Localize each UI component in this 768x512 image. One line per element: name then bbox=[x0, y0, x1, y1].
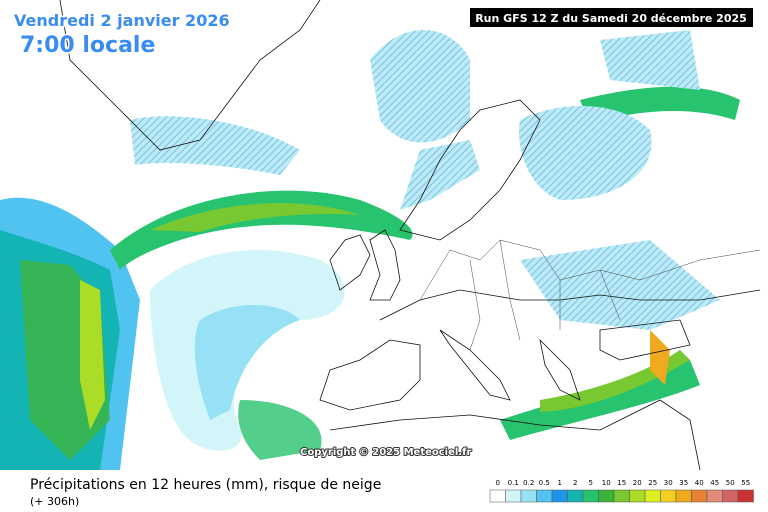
legend-label: 55 bbox=[741, 479, 750, 487]
legend-swatch bbox=[598, 489, 615, 503]
legend-label: 0.1 bbox=[508, 479, 519, 487]
legend: 0 0.1 0.2 0.5 1 2 5 10 15 20 25 30 35 40 45 50 55 bbox=[489, 479, 754, 503]
snow-risk bbox=[130, 30, 720, 330]
legend-swatch bbox=[629, 489, 646, 503]
borders bbox=[419, 239, 761, 351]
legend-swatch bbox=[644, 489, 661, 503]
legend-swatch bbox=[536, 489, 553, 503]
legend-label: 0.5 bbox=[539, 479, 550, 487]
run-info: Run GFS 12 Z du Samedi 20 décembre 2025 bbox=[475, 12, 747, 25]
legend-label: 10 bbox=[602, 479, 611, 487]
legend-swatch bbox=[737, 489, 754, 503]
legend-label: 30 bbox=[664, 479, 673, 487]
footer-title: Précipitations en 12 heures (mm), risque… bbox=[30, 477, 381, 493]
legend-swatch bbox=[613, 489, 630, 503]
coastlines bbox=[59, 0, 761, 471]
legend-label: 1 bbox=[558, 479, 562, 487]
legend-label: 40 bbox=[695, 479, 704, 487]
legend-swatch bbox=[505, 489, 522, 503]
legend-swatch bbox=[691, 489, 708, 503]
legend-label: 5 bbox=[589, 479, 593, 487]
legend-swatch bbox=[722, 489, 739, 503]
legend-swatch bbox=[660, 489, 677, 503]
legend-swatch bbox=[520, 489, 537, 503]
legend-swatch bbox=[551, 489, 568, 503]
legend-label: 0.2 bbox=[523, 479, 534, 487]
legend-label: 35 bbox=[679, 479, 688, 487]
legend-swatch bbox=[489, 489, 506, 503]
legend-label: 0 bbox=[496, 479, 500, 487]
copyright: Copyright © 2025 Meteociel.fr bbox=[300, 447, 471, 458]
legend-label: 2 bbox=[573, 479, 577, 487]
precipitation-field bbox=[0, 86, 740, 471]
forecast-time: 7:00 locale bbox=[20, 33, 155, 58]
legend-label: 25 bbox=[648, 479, 657, 487]
lead-time: (+ 306h) bbox=[30, 495, 79, 508]
forecast-date: Vendredi 2 janvier 2026 bbox=[14, 11, 230, 30]
legend-label: 15 bbox=[617, 479, 626, 487]
legend-swatch bbox=[582, 489, 599, 503]
legend-label: 20 bbox=[633, 479, 642, 487]
run-banner bbox=[470, 8, 753, 27]
legend-label: 50 bbox=[726, 479, 735, 487]
legend-swatch bbox=[706, 489, 723, 503]
legend-swatch bbox=[675, 489, 692, 503]
legend-swatch bbox=[567, 489, 584, 503]
legend-label: 45 bbox=[710, 479, 719, 487]
